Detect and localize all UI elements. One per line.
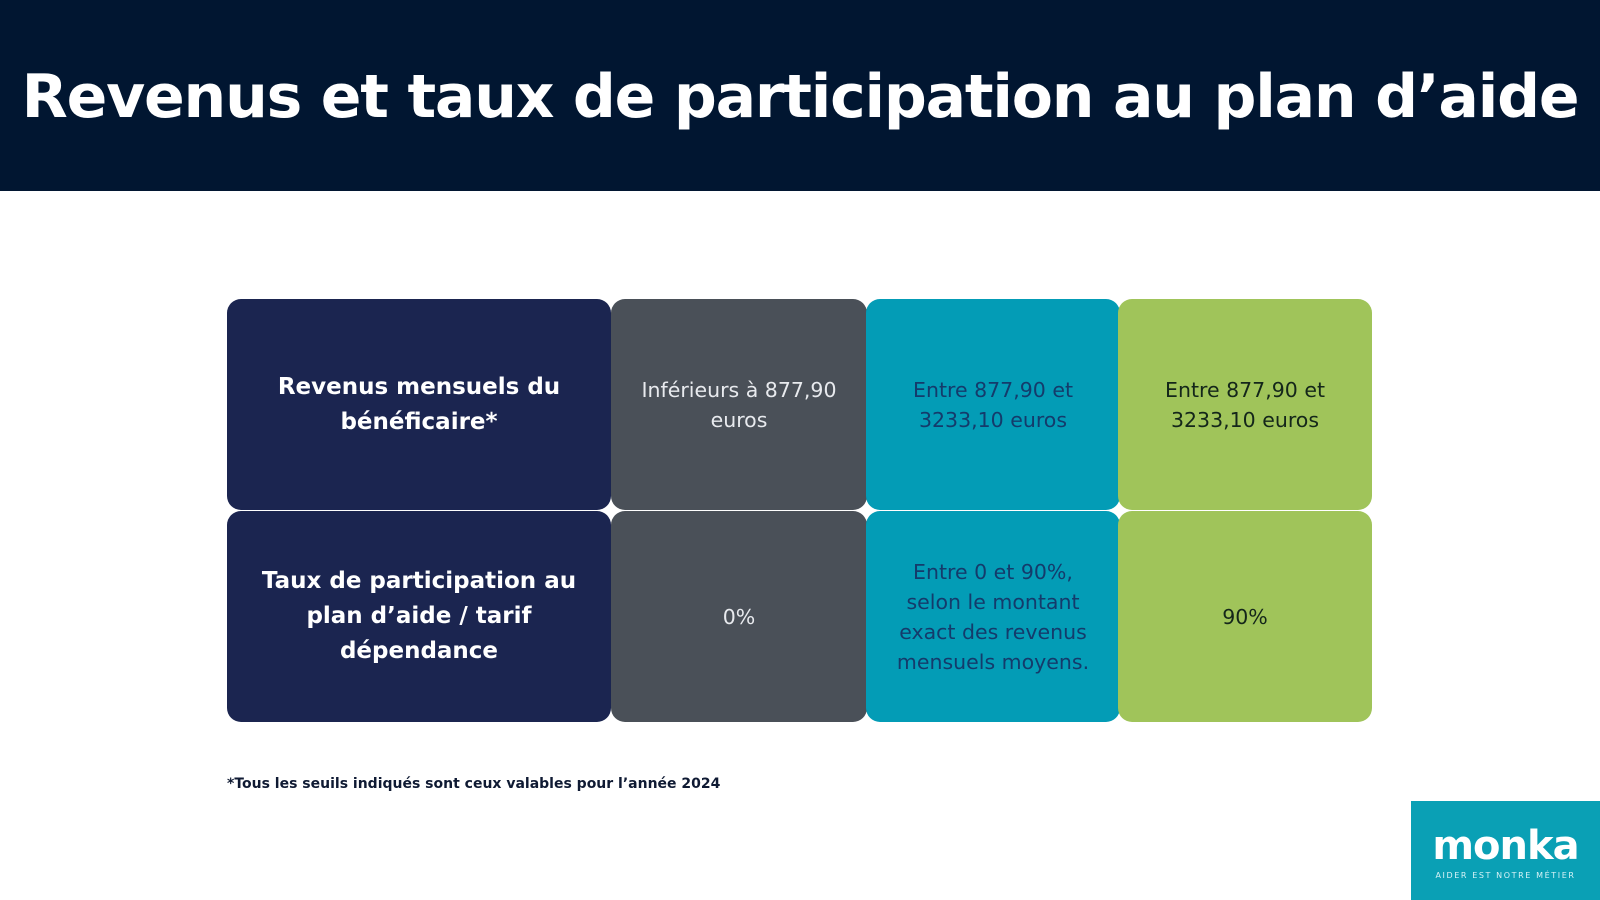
row-header-label: Taux de participation au plan d’aide / t…: [261, 568, 577, 664]
page-title: Revenus et taux de participation au plan…: [21, 61, 1580, 132]
logo-tagline: AIDER EST NOTRE MÉTIER: [1435, 871, 1576, 880]
cell-revenus-high: Entre 877,90 et 3233,10 euros: [1118, 299, 1372, 510]
footnote: *Tous les seuils indiqués sont ceux vala…: [227, 776, 721, 792]
cell-revenus-low: Inférieurs à 877,90 euros: [611, 299, 867, 510]
cell-text: 90%: [1222, 604, 1268, 629]
cell-text: Inférieurs à 877,90 euros: [641, 377, 837, 432]
cell-text: Entre 0 et 90%, selon le montant exact d…: [896, 559, 1090, 674]
logo-wordmark: monka: [1432, 823, 1579, 869]
cell-revenus-mid: Entre 877,90 et 3233,10 euros: [866, 299, 1120, 510]
monka-logo: monka AIDER EST NOTRE MÉTIER: [1411, 801, 1600, 900]
cell-taux-mid: Entre 0 et 90%, selon le montant exact d…: [866, 511, 1120, 722]
title-banner: Revenus et taux de participation au plan…: [0, 0, 1600, 191]
row-header-revenus: Revenus mensuels du bénéficaire*: [227, 299, 611, 510]
row-header-label: Revenus mensuels du bénéficaire*: [277, 373, 561, 435]
cell-text: 0%: [722, 604, 756, 629]
row-header-taux: Taux de participation au plan d’aide / t…: [227, 511, 611, 722]
cell-text: Entre 877,90 et 3233,10 euros: [913, 377, 1073, 432]
cell-taux-high: 90%: [1118, 511, 1372, 722]
cell-text: Entre 877,90 et 3233,10 euros: [1165, 377, 1325, 432]
cell-taux-low: 0%: [611, 511, 867, 722]
